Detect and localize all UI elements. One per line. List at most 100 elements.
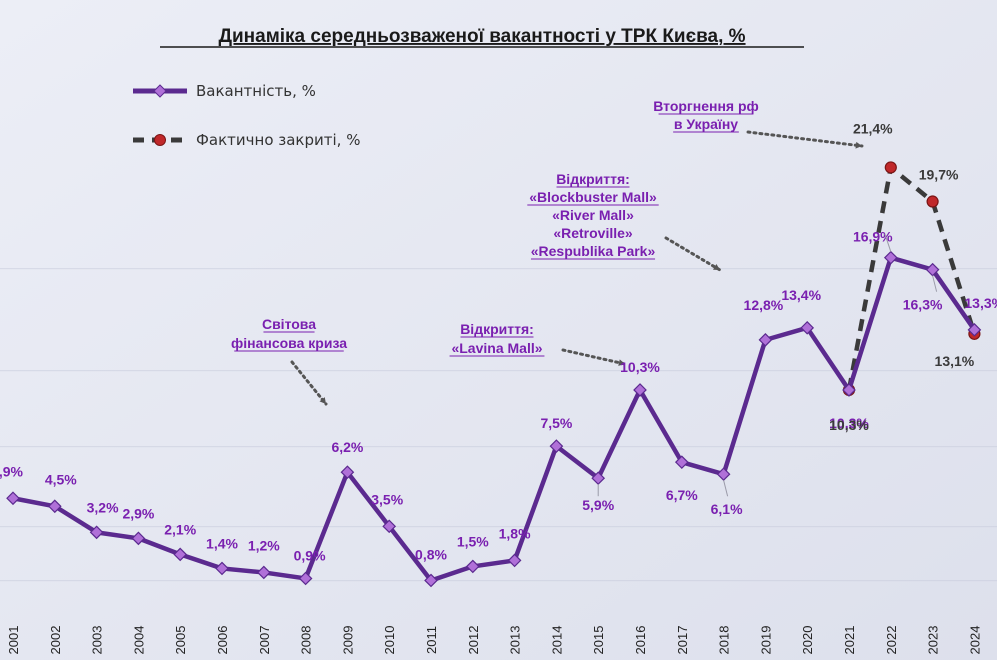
x-tick-2012: 2012 <box>466 626 481 655</box>
annotation-4-arrow <box>746 130 864 148</box>
closed-label-2022: 21,4% <box>853 120 893 136</box>
vacancy-point-2001 <box>6 491 20 506</box>
x-tick-2002: 2002 <box>48 626 63 655</box>
x-tick-2007: 2007 <box>257 626 272 655</box>
annotation-4-arrowhead <box>855 141 862 149</box>
x-axis-ticks: 2001 2002 2003 2004 2005 2006 2007 2008 2009 2010… <box>6 626 982 655</box>
vacancy-point-2019 <box>758 333 773 347</box>
x-tick-2001: 2001 <box>6 626 21 655</box>
x-tick-2003: 2003 <box>90 626 105 655</box>
annotation-3: Відкриття: «Blockbuster Mall» «River Mall»… <box>527 171 722 272</box>
annotation-2-arrow <box>561 348 627 366</box>
annotation-2: Відкриття: «Lavina Mall» <box>449 321 627 366</box>
x-tick-2004: 2004 <box>131 626 146 655</box>
vacancy-label-2007: 1,2% <box>248 537 280 553</box>
annotation-1-arrow <box>290 360 328 406</box>
vacancy-point-2011 <box>424 573 438 588</box>
vacancy-point-2017 <box>674 455 689 470</box>
leader-line-2023 <box>932 275 938 292</box>
x-tick-2021: 2021 <box>842 626 857 655</box>
legend-marker-closed <box>154 134 166 146</box>
annotation-3-line-3: «River Mall» <box>552 207 634 223</box>
vacancy-point-2020 <box>800 320 815 335</box>
background-band-4 <box>0 526 997 528</box>
annotation-4-line-2: в Україну <box>674 116 738 132</box>
annotation-1-line-2: фінансова криза <box>231 335 347 351</box>
annotation-1-line-1: Світова <box>262 316 316 332</box>
legend: Вакантність, % Фактично закриті, % <box>133 82 360 149</box>
x-tick-2013: 2013 <box>508 626 523 655</box>
series-vacancy <box>6 250 982 588</box>
annotation-3-line-1: Відкриття: <box>556 171 630 187</box>
x-tick-2006: 2006 <box>215 626 230 655</box>
vacancy-point-2007 <box>256 565 271 580</box>
vacancy-point-2016 <box>633 383 647 397</box>
vacancy-point-2013 <box>507 553 522 568</box>
vacancy-label-2018: 6,1% <box>711 501 743 517</box>
leader-line-2018 <box>723 480 729 497</box>
vacancy-label-2001: 4,9% <box>0 463 24 479</box>
background-band-2 <box>0 370 997 372</box>
vacancy-label-2023: 16,3% <box>903 297 943 313</box>
annotation-3-arrow <box>664 236 722 272</box>
vacancy-label-2010: 3,5% <box>371 491 403 507</box>
x-tick-2008: 2008 <box>299 626 314 655</box>
annotation-3-arrowhead <box>713 263 720 270</box>
vacancy-label-2014: 7,5% <box>540 415 572 431</box>
annotation-4-line-1: Вторгнення рф <box>653 98 759 114</box>
vacancy-point-2009 <box>340 465 355 480</box>
annotation-3-line-5: «Respublika Park» <box>531 243 656 259</box>
x-tick-2014: 2014 <box>549 626 564 655</box>
x-tick-2009: 2009 <box>340 626 355 655</box>
annotation-4: Вторгнення рф в Україну <box>653 98 864 149</box>
vacancy-point-2010 <box>382 519 397 534</box>
value-labels: 4,9% 4,5% 3,2%2,9% 2,1% 1,4% 1,2% 0,9% 6,2% 3,5%… <box>0 120 997 563</box>
annotation-2-line-1: Відкриття: <box>460 321 534 337</box>
x-tick-2005: 2005 <box>173 626 188 655</box>
chart-title: Динаміка середньозваженої вакантності у … <box>218 26 745 47</box>
leader-line-2022 <box>884 233 892 252</box>
series-line-closed <box>846 165 977 391</box>
closed-point-2022 <box>884 161 897 174</box>
vacancy-point-2022 <box>883 250 898 265</box>
closed-label-2024: 13,1% <box>935 353 975 369</box>
x-tick-2016: 2016 <box>633 626 648 655</box>
x-tick-2024: 2024 <box>967 626 982 655</box>
vacancy-label-2005: 2,1% <box>164 521 196 537</box>
vacancy-label-2003: 3,2% <box>87 499 119 515</box>
vacancy-point-2002 <box>47 499 62 514</box>
vacancy-label-2004: 2,9% <box>122 505 154 521</box>
legend-marker-vacancy <box>153 84 167 98</box>
vacancy-point-2012 <box>465 559 480 574</box>
background-bands <box>0 268 997 582</box>
closed-label-2023: 19,7% <box>919 167 959 183</box>
legend-label-closed: Фактично закриті, % <box>196 131 360 149</box>
x-tick-2015: 2015 <box>591 626 606 655</box>
background-band-1 <box>0 268 997 270</box>
x-tick-2011: 2011 <box>424 626 439 654</box>
vacancy-label-2019: 12,8% <box>744 297 784 313</box>
vacancy-label-2020: 13,4% <box>781 287 821 303</box>
annotation-1: Світова фінансова криза <box>231 316 347 406</box>
vacancy-point-2003 <box>89 525 104 540</box>
background-band-3 <box>0 446 997 448</box>
vacancy-point-2006 <box>215 561 229 576</box>
x-tick-2019: 2019 <box>758 626 773 655</box>
vacancy-point-2005 <box>173 547 188 562</box>
vacancy-point-2008 <box>298 571 313 586</box>
vacancy-label-2021: 10,3% <box>829 415 869 431</box>
vacancy-point-2024 <box>967 322 982 337</box>
vacancy-label-2013: 1,8% <box>499 525 531 541</box>
legend-item-closed: Фактично закриті, % <box>133 131 360 149</box>
vacancy-label-2006: 1,4% <box>206 535 238 551</box>
vacancy-label-2017: 6,7% <box>666 487 698 503</box>
vacancy-label-2002: 4,5% <box>45 471 77 487</box>
annotation-2-line-2: «Lavina Mall» <box>451 340 542 356</box>
closed-point-2023 <box>926 195 939 208</box>
x-tick-2020: 2020 <box>800 626 815 655</box>
x-tick-2023: 2023 <box>926 626 941 655</box>
annotation-2-arrowhead <box>618 359 625 366</box>
vacancy-label-2016: 10,3% <box>620 359 660 375</box>
vacancy-point-2004 <box>131 531 146 546</box>
